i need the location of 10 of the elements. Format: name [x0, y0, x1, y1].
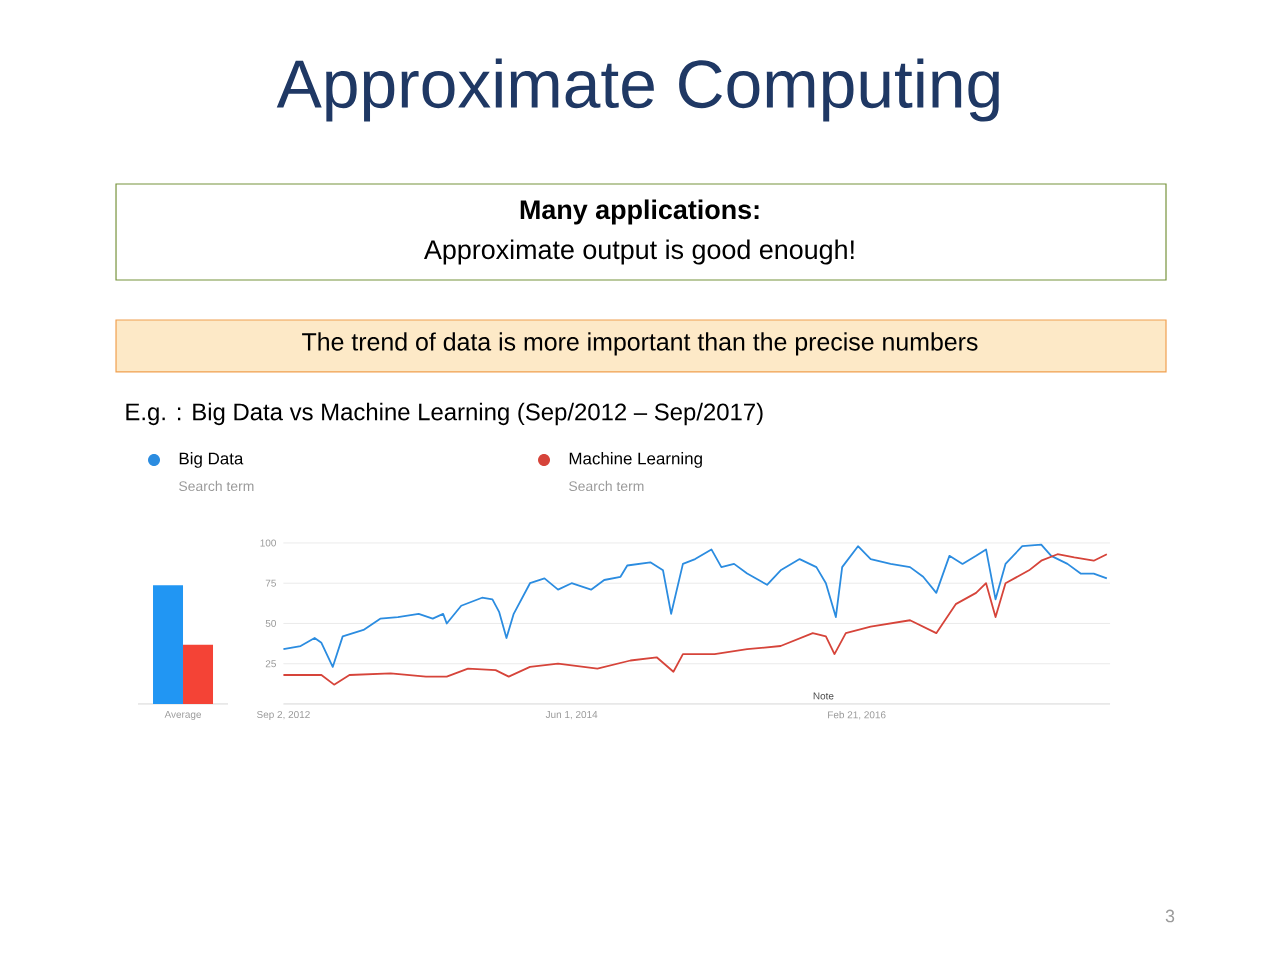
legend-label: Big Data	[179, 452, 244, 468]
legend-label: Machine Learning	[569, 452, 702, 468]
line-series	[282, 543, 1108, 668]
chart-title: Approximate Computing	[276, 58, 999, 122]
text: E.g. : Big Data vs Machine Learning (Sep/2012 – Sep/2017)	[126, 402, 763, 426]
text: The trend of data is more important than the precise numbers	[302, 332, 978, 356]
line-series	[282, 553, 1108, 686]
text: Many applications:	[520, 199, 759, 225]
text: Approximate output is good enough!	[423, 239, 854, 265]
text: 3	[1165, 909, 1175, 923]
